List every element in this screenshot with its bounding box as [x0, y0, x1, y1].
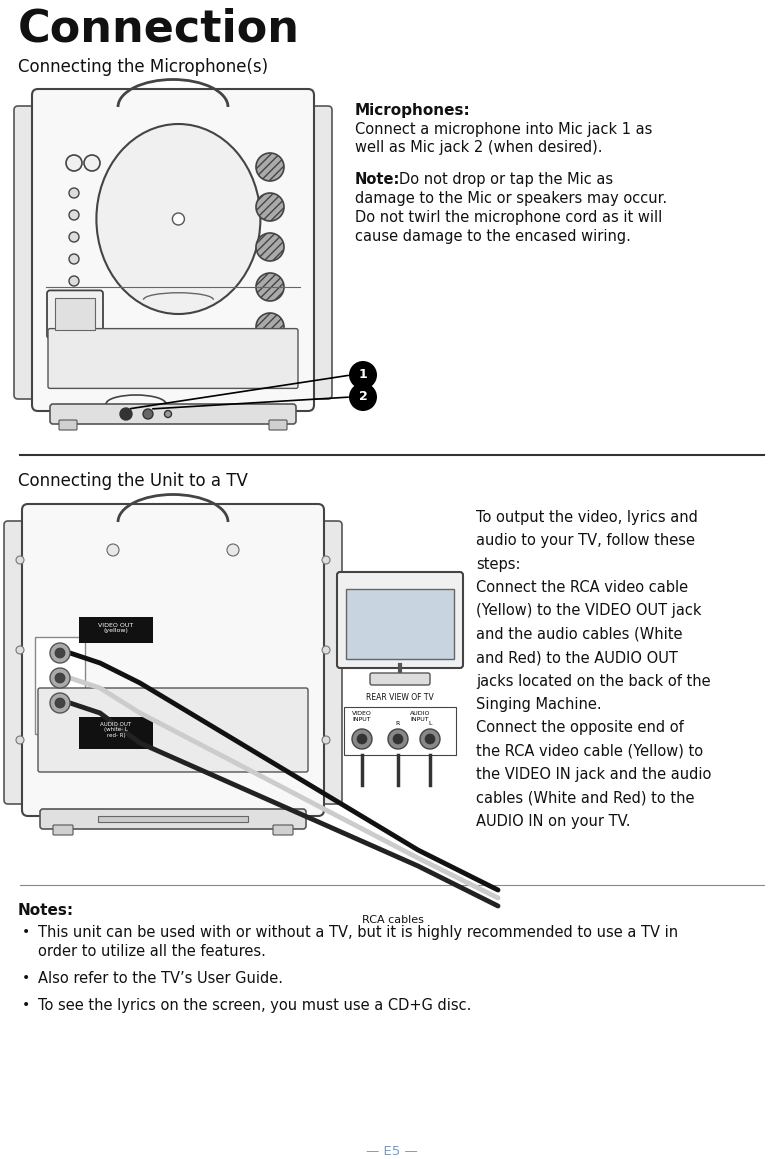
- Circle shape: [256, 233, 284, 261]
- FancyBboxPatch shape: [273, 825, 293, 834]
- Text: L: L: [428, 721, 432, 726]
- Circle shape: [172, 213, 184, 225]
- FancyBboxPatch shape: [38, 688, 308, 772]
- Text: 1: 1: [358, 369, 368, 381]
- FancyBboxPatch shape: [4, 522, 36, 804]
- FancyBboxPatch shape: [40, 809, 306, 829]
- FancyBboxPatch shape: [14, 105, 46, 399]
- Text: Connection: Connection: [18, 8, 300, 51]
- Text: Connect a microphone into Mic jack 1 as: Connect a microphone into Mic jack 1 as: [355, 122, 652, 137]
- Text: Connecting the Unit to a TV: Connecting the Unit to a TV: [18, 472, 248, 490]
- Circle shape: [55, 698, 65, 708]
- FancyBboxPatch shape: [35, 637, 85, 734]
- Text: Microphones:: Microphones:: [355, 103, 470, 118]
- FancyBboxPatch shape: [344, 707, 456, 755]
- Text: Also refer to the TV’s User Guide.: Also refer to the TV’s User Guide.: [38, 971, 283, 986]
- Circle shape: [349, 382, 377, 411]
- Circle shape: [420, 729, 440, 749]
- Text: Connect the RCA video cable
(Yellow) to the VIDEO OUT jack
and the audio cables : Connect the RCA video cable (Yellow) to …: [476, 580, 711, 829]
- Circle shape: [165, 410, 172, 417]
- FancyBboxPatch shape: [79, 617, 153, 643]
- Text: •: •: [22, 971, 31, 985]
- FancyBboxPatch shape: [22, 504, 324, 816]
- Circle shape: [256, 194, 284, 221]
- Circle shape: [69, 276, 79, 286]
- Text: Do not twirl the microphone cord as it will: Do not twirl the microphone cord as it w…: [355, 210, 662, 225]
- Text: Do not drop or tap the Mic as: Do not drop or tap the Mic as: [399, 172, 613, 187]
- FancyBboxPatch shape: [59, 420, 77, 430]
- Circle shape: [143, 409, 153, 420]
- Circle shape: [50, 693, 70, 713]
- Circle shape: [50, 643, 70, 663]
- Circle shape: [69, 210, 79, 220]
- Circle shape: [107, 544, 119, 556]
- FancyBboxPatch shape: [269, 420, 287, 430]
- Text: •: •: [22, 998, 31, 1012]
- FancyBboxPatch shape: [310, 522, 342, 804]
- Text: AUDIO OUT
(white- L
red- R): AUDIO OUT (white- L red- R): [100, 722, 132, 738]
- Circle shape: [16, 556, 24, 564]
- Text: R: R: [396, 721, 400, 726]
- Text: This unit can be used with or without a TV, but it is highly recommended to use : This unit can be used with or without a …: [38, 925, 678, 940]
- Text: — E5 —: — E5 —: [366, 1145, 418, 1158]
- Circle shape: [84, 155, 100, 172]
- Text: VIDEO
INPUT: VIDEO INPUT: [352, 710, 372, 722]
- Text: AUDIO
INPUT: AUDIO INPUT: [410, 710, 430, 722]
- FancyBboxPatch shape: [50, 404, 296, 424]
- Text: To output the video, lyrics and
audio to your TV, follow these
steps:: To output the video, lyrics and audio to…: [476, 510, 698, 571]
- Circle shape: [55, 648, 65, 658]
- Text: REAR VIEW OF TV: REAR VIEW OF TV: [366, 693, 434, 702]
- Text: Connecting the Microphone(s): Connecting the Microphone(s): [18, 58, 268, 76]
- Circle shape: [322, 646, 330, 654]
- Circle shape: [388, 729, 408, 749]
- Circle shape: [66, 155, 82, 172]
- FancyBboxPatch shape: [337, 573, 463, 668]
- Text: 2: 2: [358, 391, 368, 403]
- Circle shape: [55, 673, 65, 683]
- Circle shape: [50, 668, 70, 688]
- FancyBboxPatch shape: [346, 589, 454, 659]
- FancyBboxPatch shape: [300, 105, 332, 399]
- Text: VIDEO OUT
(yellow): VIDEO OUT (yellow): [98, 622, 133, 634]
- FancyBboxPatch shape: [98, 816, 248, 822]
- Circle shape: [69, 254, 79, 264]
- Text: Notes:: Notes:: [18, 903, 74, 918]
- FancyBboxPatch shape: [370, 673, 430, 685]
- Circle shape: [120, 408, 132, 420]
- Circle shape: [69, 298, 79, 308]
- Text: order to utilize all the features.: order to utilize all the features.: [38, 943, 266, 958]
- Circle shape: [393, 734, 403, 744]
- Circle shape: [256, 153, 284, 181]
- FancyBboxPatch shape: [53, 825, 73, 834]
- Text: well as Mic jack 2 (when desired).: well as Mic jack 2 (when desired).: [355, 140, 602, 155]
- Circle shape: [256, 313, 284, 341]
- Ellipse shape: [96, 124, 260, 314]
- Circle shape: [352, 729, 372, 749]
- FancyBboxPatch shape: [32, 89, 314, 411]
- Circle shape: [227, 544, 239, 556]
- FancyBboxPatch shape: [47, 291, 103, 338]
- Text: RCA cables: RCA cables: [362, 914, 424, 925]
- Circle shape: [69, 188, 79, 198]
- Circle shape: [349, 360, 377, 389]
- Text: To see the lyrics on the screen, you must use a CD+G disc.: To see the lyrics on the screen, you mus…: [38, 998, 471, 1013]
- Circle shape: [256, 274, 284, 301]
- Circle shape: [16, 736, 24, 744]
- Text: damage to the Mic or speakers may occur.: damage to the Mic or speakers may occur.: [355, 191, 667, 206]
- FancyBboxPatch shape: [55, 298, 95, 330]
- Circle shape: [357, 734, 367, 744]
- Circle shape: [322, 736, 330, 744]
- Circle shape: [322, 556, 330, 564]
- Circle shape: [425, 734, 435, 744]
- FancyBboxPatch shape: [48, 329, 298, 388]
- Circle shape: [16, 646, 24, 654]
- Text: Note:: Note:: [355, 172, 401, 187]
- Text: cause damage to the encased wiring.: cause damage to the encased wiring.: [355, 229, 631, 245]
- Circle shape: [69, 232, 79, 242]
- FancyBboxPatch shape: [79, 717, 153, 749]
- Text: •: •: [22, 925, 31, 939]
